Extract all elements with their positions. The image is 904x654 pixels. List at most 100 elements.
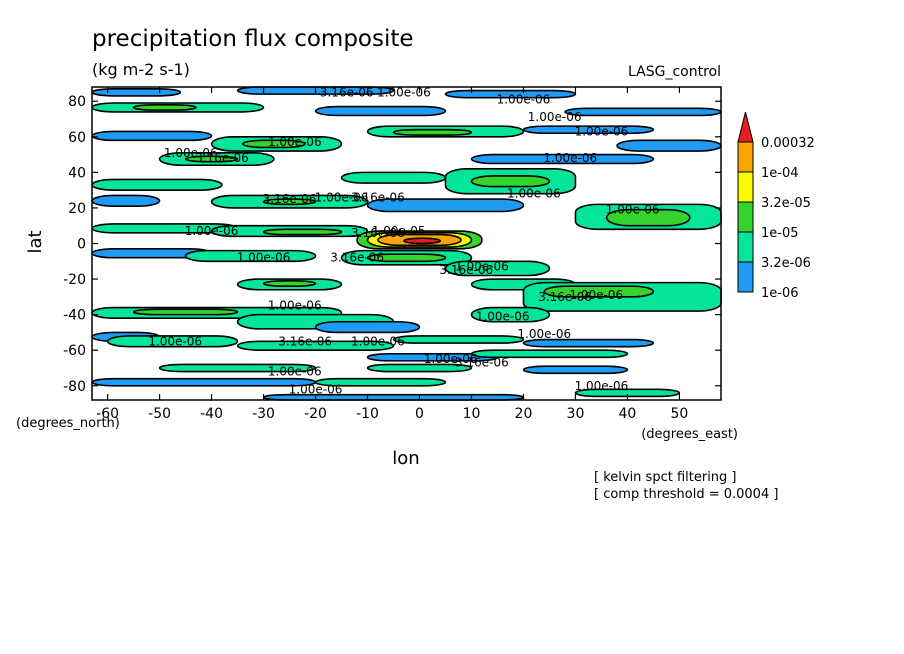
contour-cell <box>241 139 306 149</box>
contour-cell <box>366 198 525 213</box>
contour-cell <box>605 208 691 227</box>
y-tick-label: 80 <box>68 94 86 110</box>
contour-cell <box>470 349 629 359</box>
contour-label: 1.00e-06 <box>575 124 629 138</box>
y-axis-ticks: -80 -60 -40 -20 0 20 40 60 80 <box>63 94 721 395</box>
x-tick-label: 40 <box>619 406 637 422</box>
legend-label: 1e-05 <box>761 226 799 241</box>
x-tick-label: 0 <box>415 406 424 422</box>
run-label: LASG_control <box>628 64 721 80</box>
contour-label: 1.00e-06 <box>268 365 322 379</box>
color-legend: 1e-06 3.2e-06 1e-05 3.2e-05 1e-04 0.00032 <box>737 111 815 301</box>
y-tick-label: -40 <box>63 308 86 324</box>
y-tick-label: 20 <box>68 201 86 217</box>
contour-cell <box>91 87 182 97</box>
contour-cell <box>262 280 317 287</box>
contour-cell <box>262 228 343 236</box>
chart-units: (kg m-2 s-1) <box>92 60 190 79</box>
contour-label: 3.16e-06 <box>439 263 493 277</box>
x-axis-label: lon <box>392 448 419 469</box>
threshold-note: [ comp threshold = 0.0004 ] <box>594 487 778 502</box>
contour-label: 1.00e-06 <box>268 135 322 149</box>
contour-label: 1.00e-06 <box>315 190 369 204</box>
contour-label: 3.16e-06 <box>351 226 405 240</box>
contour-cell <box>470 306 551 323</box>
contour-cell <box>470 153 655 165</box>
contour-cell <box>184 155 239 163</box>
x-tick-label: -40 <box>200 406 223 422</box>
contour-cell <box>314 320 421 334</box>
contour-label: 1.00e-06 <box>517 327 571 341</box>
contour-cell <box>184 249 317 263</box>
plot-area: 3.16e-06 1.00e-061.00e-061.00e-061.00e-06… <box>63 85 722 422</box>
contour-cell <box>470 175 551 188</box>
contour-cell <box>444 89 577 99</box>
contour-cell <box>91 377 317 387</box>
contour-label: 1.00e-06 <box>575 379 629 393</box>
contour-label: 1.00e-06 <box>148 334 202 348</box>
x-tick-label: -10 <box>356 406 379 422</box>
contour-label: 1.00e-06 <box>185 224 239 238</box>
contour-label: 1.00e-06 <box>476 309 530 323</box>
contour-label: 1.00e-06 <box>377 85 431 99</box>
contour-cell <box>340 171 447 184</box>
contour-label: 3.16e-06 <box>278 334 332 348</box>
contour-label: 1.00e-06 <box>507 187 561 201</box>
y-tick-label: 60 <box>68 130 86 146</box>
y-tick-label: 40 <box>68 165 86 181</box>
contour-label: 3.16e-06 <box>195 151 249 165</box>
contour-cell <box>366 363 473 373</box>
contour-label: 1.00e-06 <box>351 334 405 348</box>
contour-cell <box>91 178 223 191</box>
legend-label: 1e-06 <box>761 286 799 301</box>
x-tick-label: -30 <box>252 406 275 422</box>
legend-swatch <box>737 231 754 263</box>
contour-cell <box>236 340 395 352</box>
contour-cell <box>366 253 447 263</box>
contour-label: 1.00e-06 <box>268 299 322 313</box>
contour-label: 1.00e-06 <box>455 260 509 274</box>
contour-label: 3.16e-06 <box>351 190 405 204</box>
contour-label: 1.00e-05 <box>372 224 426 238</box>
contour-cell <box>392 335 525 344</box>
x-axis-ticks: -60 -50 -40 -30 -20 -10 0 10 20 30 40 50 <box>96 87 688 422</box>
y-tick-label: -20 <box>63 272 86 288</box>
contour-cell <box>392 128 473 136</box>
y-units-label: (degrees_north) <box>16 416 120 431</box>
contour-label: 3.16e-06 <box>320 85 374 99</box>
y-tick-label: -60 <box>63 343 86 359</box>
contour-label: 1.00e-06 <box>606 203 660 217</box>
contour-label: 1.00e-06 <box>237 251 291 265</box>
x-tick-label: 30 <box>567 406 585 422</box>
legend-swatch <box>737 201 754 233</box>
contour-label: 3.16e-06 <box>538 290 592 304</box>
contour-cell <box>522 338 655 348</box>
legend-swatch <box>737 261 754 293</box>
contour-cell <box>543 285 655 298</box>
x-tick-label: -20 <box>304 406 327 422</box>
x-tick-label: -50 <box>148 406 171 422</box>
y-axis-label: lat <box>25 230 46 253</box>
contour-label: 1.00e-06 <box>164 146 218 160</box>
legend-label: 3.2e-05 <box>761 196 811 211</box>
legend-swatch <box>737 141 754 173</box>
contour-cell <box>616 139 722 152</box>
contour-cell <box>403 237 442 245</box>
contour-label: 1.00e-06 <box>569 288 623 302</box>
x-tick-label: 10 <box>463 406 481 422</box>
contour-cell <box>91 194 161 207</box>
contour-cell <box>262 198 317 206</box>
contour-cell <box>444 260 551 277</box>
contour-cell <box>564 107 722 117</box>
contour-cell <box>91 130 213 142</box>
contour-label: 3.16e-06 <box>330 251 384 265</box>
contour-label: 1.00e-06 <box>528 110 582 124</box>
contour-cell <box>522 365 629 375</box>
contour-label: 1.00e-06 <box>497 92 551 106</box>
contour-cell <box>132 308 239 316</box>
x-tick-label: 20 <box>515 406 533 422</box>
legend-label: 1e-04 <box>761 166 799 181</box>
contour-cell <box>314 105 447 117</box>
contour-cell <box>314 377 447 387</box>
